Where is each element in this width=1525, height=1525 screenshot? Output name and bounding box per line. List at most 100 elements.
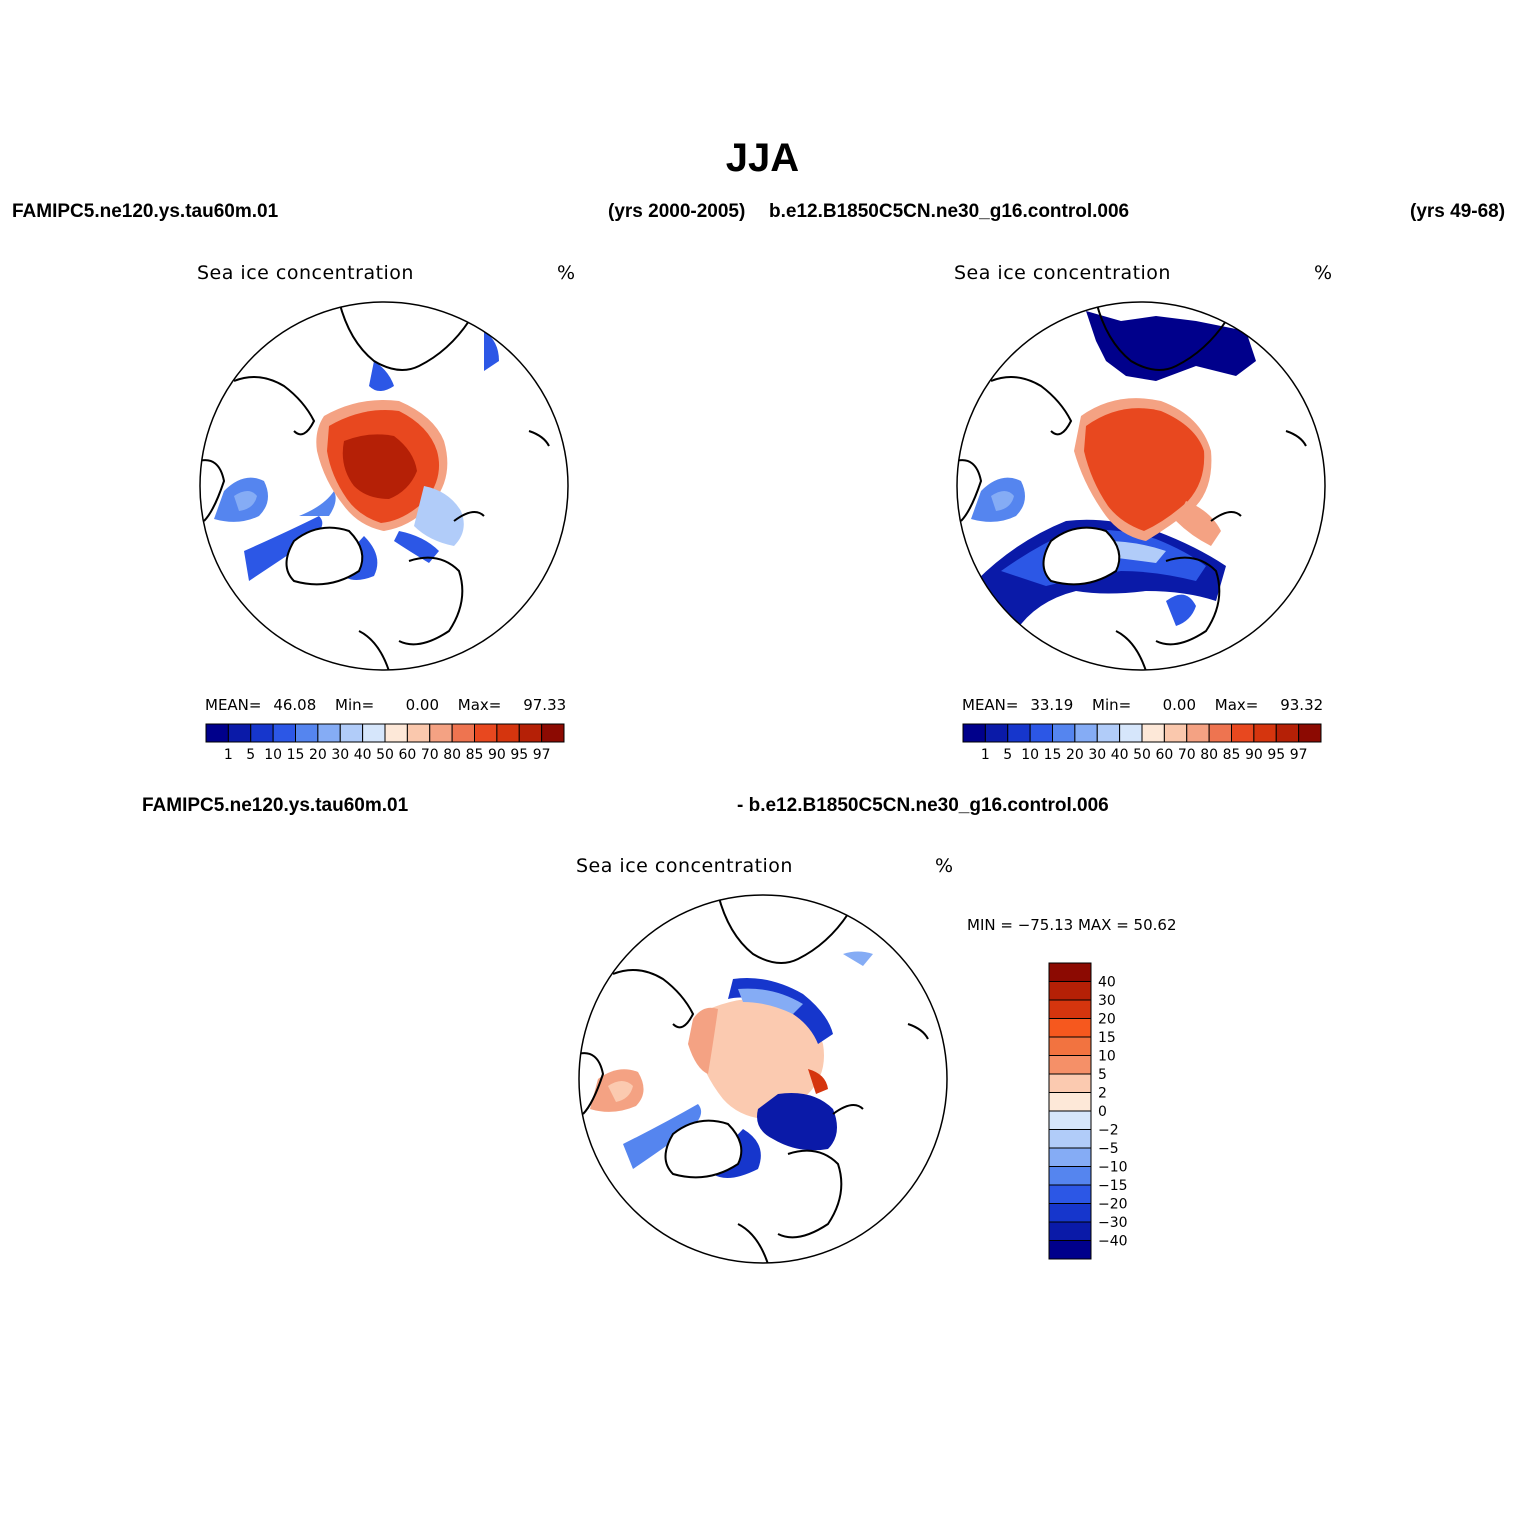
colorbar-box xyxy=(1048,1147,1092,1167)
colorbar-label: 1 xyxy=(224,747,233,763)
colorbar-box xyxy=(1163,723,1188,743)
colorbar-label: 10 xyxy=(264,747,282,763)
colorbar-box xyxy=(496,723,520,743)
diff-minmax: MIN = −75.13 MAX = 50.62 xyxy=(967,916,1177,934)
colorbar-box xyxy=(518,723,543,743)
case2-years: (yrs 49-68) xyxy=(1410,201,1506,222)
colorbar-label: −20 xyxy=(1098,1197,1128,1213)
colorbar-box xyxy=(1048,981,1092,1001)
map-boundary xyxy=(578,894,948,1264)
colorbar-box xyxy=(250,723,274,743)
colorbar-label: 85 xyxy=(1223,747,1241,763)
colorbar-box xyxy=(962,723,986,743)
colorbar-box xyxy=(1048,1073,1092,1093)
colorbar-label: 1 xyxy=(981,747,990,763)
colorbar-label: 0 xyxy=(1098,1104,1107,1120)
max-label: Max= xyxy=(457,696,502,714)
colorbar-label: 20 xyxy=(1066,747,1084,763)
mean-label: MEAN= xyxy=(205,696,262,714)
mean-label: MEAN= xyxy=(962,696,1019,714)
colorbar-box xyxy=(1048,962,1092,982)
colorbar-box xyxy=(1048,1018,1092,1038)
colorbar-label: 40 xyxy=(1111,747,1129,763)
colorbar-label: 90 xyxy=(488,747,506,763)
colorbar-label: 95 xyxy=(1267,747,1285,763)
colorbar-label: 30 xyxy=(1098,993,1116,1009)
min-value: 0.00 xyxy=(1162,696,1197,714)
max-label: Max= xyxy=(1214,696,1259,714)
colorbar-box xyxy=(1048,1166,1092,1186)
colorbar-box xyxy=(227,723,252,743)
colorbar-label: 60 xyxy=(398,747,416,763)
min-label: Min= xyxy=(335,696,375,714)
colorbar-box xyxy=(1048,999,1092,1019)
panel1-map xyxy=(199,301,569,671)
colorbar-label: 97 xyxy=(1290,747,1308,763)
case2-name: b.e12.B1850C5CN.ne30_g16.control.006 xyxy=(769,201,1130,222)
colorbar-box xyxy=(1074,723,1098,743)
colorbar-label: 10 xyxy=(1098,1049,1116,1065)
colorbar-box xyxy=(1048,1055,1092,1075)
colorbar-box xyxy=(1029,723,1053,743)
colorbar-label: 30 xyxy=(1088,747,1106,763)
colorbar-box xyxy=(429,723,453,743)
page-title: JJA xyxy=(725,136,800,180)
panel1-units: % xyxy=(557,262,576,284)
colorbar-label: 90 xyxy=(1245,747,1263,763)
colorbar-box xyxy=(1096,723,1121,743)
colorbar-label: 20 xyxy=(309,747,327,763)
map-boundary xyxy=(199,301,569,671)
colorbar-box xyxy=(1048,1184,1092,1204)
colorbar-label: 85 xyxy=(466,747,484,763)
colorbar-label: 95 xyxy=(510,747,528,763)
colorbar-box xyxy=(451,723,475,743)
colorbar-box xyxy=(1119,723,1143,743)
colorbar-box xyxy=(541,723,565,743)
colorbar-box xyxy=(362,723,386,743)
colorbar-label: 15 xyxy=(287,747,305,763)
colorbar-box xyxy=(272,723,296,743)
colorbar-box xyxy=(1048,1129,1092,1149)
diff-case-a: FAMIPC5.ne120.ys.tau60m.01 xyxy=(142,795,409,816)
panel2-title: Sea ice concentration xyxy=(954,262,1171,284)
panel2-colorbar: 1 5 10 15 20 30 40 50 60 70 80 85 90 95 97 xyxy=(962,723,1322,763)
colorbar-label: 80 xyxy=(443,747,461,763)
colorbar-box xyxy=(984,723,1009,743)
colorbar-box xyxy=(317,723,341,743)
colorbar-box xyxy=(1048,1036,1092,1056)
colorbar-box xyxy=(1048,1203,1092,1223)
colorbar-box xyxy=(1298,723,1322,743)
colorbar-box xyxy=(384,723,408,743)
colorbar-label: 50 xyxy=(1133,747,1151,763)
diff-map xyxy=(578,894,948,1264)
max-value: 97.33 xyxy=(523,696,567,714)
colorbar-box xyxy=(1052,723,1076,743)
colorbar-box xyxy=(1275,723,1300,743)
colorbar-label: 5 xyxy=(1003,747,1012,763)
colorbar-box xyxy=(406,723,431,743)
colorbar-label: 50 xyxy=(376,747,394,763)
colorbar-label: 20 xyxy=(1098,1012,1116,1028)
colorbar-box xyxy=(1048,1221,1092,1241)
colorbar-box xyxy=(295,723,319,743)
colorbar-box xyxy=(205,723,229,743)
mean-value: 33.19 xyxy=(1030,696,1074,714)
min-value: 0.00 xyxy=(405,696,440,714)
colorbar-box xyxy=(474,723,498,743)
diff-title: Sea ice concentration xyxy=(576,855,793,877)
panel2-stats: MEAN= 33.19 Min= 0.00 Max= 93.32 xyxy=(962,696,1323,714)
panel2-map xyxy=(956,301,1326,671)
colorbar-label: 15 xyxy=(1098,1030,1116,1046)
colorbar-label: −40 xyxy=(1098,1234,1128,1250)
colorbar-box xyxy=(339,723,364,743)
panel1-stats: MEAN= 46.08 Min= 0.00 Max= 97.33 xyxy=(205,696,566,714)
colorbar-box xyxy=(1007,723,1031,743)
colorbar-label: 15 xyxy=(1044,747,1062,763)
max-value: 93.32 xyxy=(1280,696,1324,714)
case1-name: FAMIPC5.ne120.ys.tau60m.01 xyxy=(12,201,279,222)
colorbar-box xyxy=(1208,723,1232,743)
colorbar-label: −10 xyxy=(1098,1160,1128,1176)
colorbar-label: −2 xyxy=(1098,1123,1119,1139)
diff-case-b: - b.e12.B1850C5CN.ne30_g16.control.006 xyxy=(737,795,1109,816)
